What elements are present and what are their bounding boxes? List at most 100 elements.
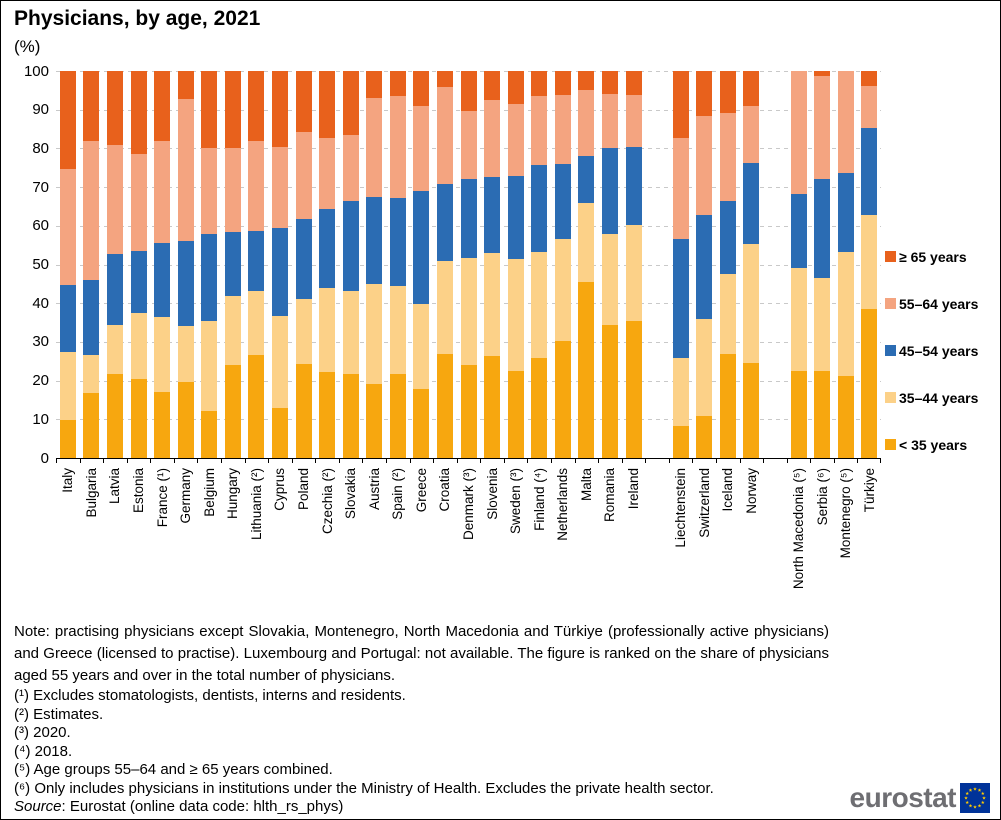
x-axis-label: Sweden (³) [508, 468, 524, 535]
bar-segment [83, 279, 100, 355]
y-axis: 0 10 20 30 40 50 60 70 80 90 100 [1, 63, 49, 467]
bar-iceland [719, 71, 736, 458]
footnote-5: (⁵) Age groups 55–64 and ≥ 65 years comb… [14, 761, 333, 778]
x-axis-label: Iceland [720, 468, 736, 512]
bar-segment [719, 353, 736, 458]
bar-segment [719, 112, 736, 202]
bar-segment [413, 190, 430, 305]
bar-segment [743, 362, 760, 458]
bar-segment [460, 110, 477, 179]
bar-croatia [436, 71, 453, 458]
bar-hungary [224, 71, 241, 458]
bar-segment [106, 144, 123, 255]
x-tick [174, 458, 175, 463]
bar-segment [366, 283, 383, 384]
bar-segment [814, 370, 831, 458]
bar-denmark [460, 71, 477, 458]
x-tick [339, 458, 340, 463]
x-tick [692, 458, 693, 463]
bar-segment [696, 215, 713, 320]
bar-poland [295, 71, 312, 458]
bar-segment [837, 376, 854, 458]
bar-segment [295, 71, 312, 133]
bar-segment [531, 251, 548, 358]
bar-segment [578, 71, 595, 91]
x-axis-label: Hungary [225, 468, 241, 520]
bar-segment [625, 224, 642, 321]
x-axis-label: Poland [296, 468, 311, 511]
footnote-6: (⁶) Only includes physicians in institut… [14, 779, 714, 797]
bar-czechia [319, 71, 336, 458]
bar-segment [154, 141, 171, 243]
x-axis-label: Ireland [626, 468, 641, 510]
x-axis-label: Cyprus [272, 468, 288, 511]
legend-label: 35–44 years [899, 389, 979, 406]
x-axis-label: Czechia (²) [319, 468, 335, 535]
bar-segment [130, 153, 147, 252]
bar-segment [601, 325, 618, 458]
x-tick [551, 458, 552, 463]
bar-malta [578, 71, 595, 458]
bar-segment [790, 193, 807, 268]
bar-segment [578, 90, 595, 157]
bar-segment [248, 71, 265, 142]
bar-segment [413, 388, 430, 458]
footnote-2: (²) Estimates. [14, 705, 104, 723]
bar-segment [177, 98, 194, 242]
x-tick [480, 458, 481, 463]
bar-segment [366, 383, 383, 458]
bar-segment [130, 71, 147, 154]
legend-swatch-55-64-icon [885, 298, 896, 309]
bar-segment [837, 71, 854, 173]
x-tick [315, 458, 316, 463]
bar-switzerland [696, 71, 713, 458]
source-text: : Eurostat (online data code: hlth_rs_ph… [61, 798, 344, 815]
bar-segment [672, 137, 689, 240]
bar-segment [224, 148, 241, 233]
x-axis-label: Romania [602, 468, 618, 523]
bar-segment [154, 392, 171, 458]
x-tick [810, 458, 811, 463]
legend-item-35-44: 35–44 years [885, 389, 1000, 406]
bar-segment [83, 71, 100, 142]
bar-segment [224, 365, 241, 458]
bar-france [154, 71, 171, 458]
bar-segment [83, 141, 100, 280]
bar-segment [59, 285, 76, 353]
bar-sweden [507, 71, 524, 458]
y-axis-label: 10 [32, 410, 49, 428]
bar-segment [177, 71, 194, 99]
y-axis-label: 80 [32, 139, 49, 157]
x-tick [268, 458, 269, 463]
x-axis-label: Slovakia [343, 468, 359, 520]
x-axis-label: Netherlands [555, 468, 571, 541]
bar-segment [625, 71, 642, 96]
bar-segment [366, 71, 383, 98]
bar-segment [743, 71, 760, 106]
bar-segment [696, 71, 713, 116]
bar-segment [578, 202, 595, 283]
bar-segment [295, 218, 312, 299]
bar-segment [436, 261, 453, 354]
bar-segment [861, 214, 878, 310]
x-axis-label: Slovenia [484, 468, 500, 520]
bar-segment [201, 320, 218, 411]
bar-segment [342, 373, 359, 458]
bar-segment [201, 148, 218, 235]
x-tick [197, 458, 198, 463]
bar-segment [507, 371, 524, 458]
bar-finland [531, 71, 548, 458]
bar-segment [554, 164, 571, 240]
bar-spain [389, 71, 406, 458]
x-axis-label: Finland (⁴) [531, 468, 547, 531]
bar-segment [201, 234, 218, 321]
bar-segment [224, 71, 241, 149]
x-axis-label: Latvia [107, 468, 123, 505]
bar-segment [672, 71, 689, 138]
bar-segment [672, 357, 689, 426]
legend-swatch-65-plus-icon [885, 251, 896, 262]
x-axis-label: Italy [60, 468, 76, 493]
bar-segment [460, 365, 477, 458]
y-axis-label: 90 [32, 101, 49, 119]
bar-segment [484, 356, 501, 458]
